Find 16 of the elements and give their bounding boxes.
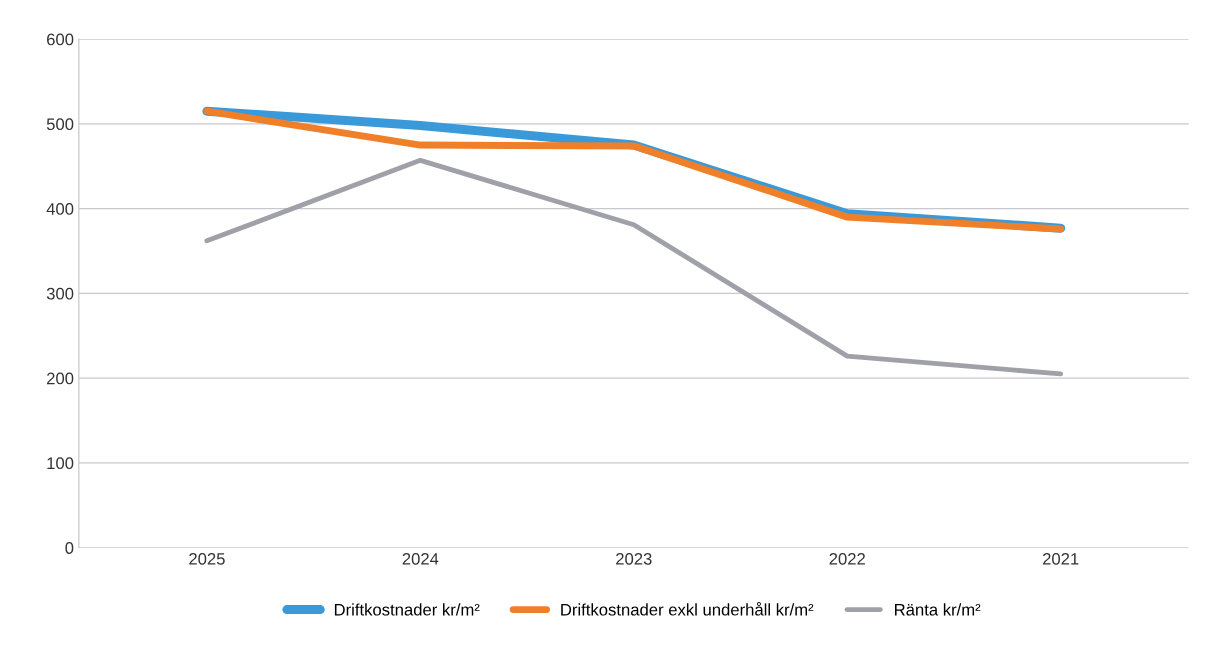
legend-label: Driftkostnader exkl underhåll kr/m² xyxy=(561,602,814,616)
x-tick-label: 2024 xyxy=(402,552,439,565)
y-tick-label: 500 xyxy=(46,118,74,131)
y-tick-label: 100 xyxy=(47,457,74,470)
y-tick-label: 200 xyxy=(47,372,74,385)
x-tick-label: 2025 xyxy=(189,552,225,565)
y-tick-label: 600 xyxy=(47,33,74,46)
y-tick-label: 0 xyxy=(65,542,74,554)
legend-label: Ränta kr/m² xyxy=(895,603,981,616)
x-tick-label: 2023 xyxy=(616,552,652,565)
line-series xyxy=(204,157,1064,377)
legend-label: Driftkostnader kr/m² xyxy=(334,603,480,616)
y-tick-label: 400 xyxy=(46,203,74,215)
x-tick-label: 2022 xyxy=(829,552,865,565)
y-tick-label: 300 xyxy=(46,287,74,300)
x-tick-label: 2021 xyxy=(1042,552,1079,565)
